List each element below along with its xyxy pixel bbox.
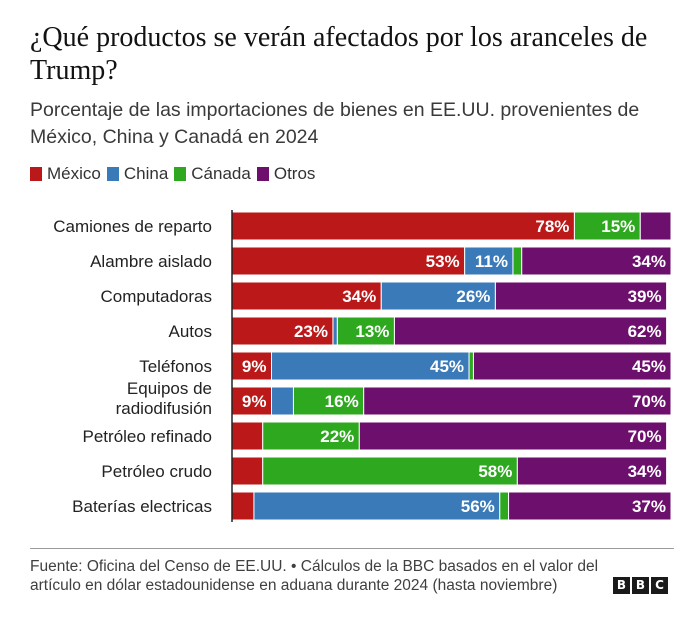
bar-segment-cnada — [468, 351, 474, 381]
footer-divider — [30, 548, 674, 549]
category-label: Baterías electricas — [72, 497, 212, 516]
stacked-bar-chart: Camiones de reparto 78% 15% Alambre aislado… — [53, 210, 672, 522]
data-label: 45% — [632, 357, 666, 376]
bbc-logo-letter: B — [613, 577, 630, 594]
category-label: Equipos de radiodifusión — [116, 379, 212, 418]
data-label: 62% — [628, 322, 662, 341]
data-label: 22% — [320, 427, 354, 446]
chart-subtitle: Porcentaje de las importaciones de biene… — [30, 99, 640, 148]
legend-item-china: China — [106, 164, 169, 184]
bar-segment-china — [271, 386, 294, 416]
bar-segment-cnada — [262, 456, 518, 486]
data-label: 45% — [430, 357, 464, 376]
legend-swatch-mexico — [30, 167, 42, 181]
bar-segment-china — [253, 491, 501, 521]
data-label: 34% — [628, 462, 662, 481]
bar-segment-otros — [393, 316, 668, 346]
category-label: Alambre aislado — [90, 252, 212, 271]
data-label: 56% — [461, 497, 495, 516]
data-label: 70% — [628, 427, 662, 446]
bar-segment-mxico — [231, 281, 382, 311]
bar-segment-otros — [363, 386, 672, 416]
bbc-logo: B B C — [613, 577, 670, 594]
bbc-logo-letter: C — [651, 577, 668, 594]
legend: México China Cánada Otros — [30, 163, 321, 185]
data-label: 70% — [632, 392, 666, 411]
data-label: 13% — [355, 322, 389, 341]
data-label: 39% — [628, 287, 662, 306]
bar-segment-mxico — [231, 211, 575, 241]
data-label: 34% — [342, 287, 376, 306]
bar-segment-otros — [516, 456, 668, 486]
data-label: 37% — [632, 497, 666, 516]
legend-swatch-otros — [256, 167, 269, 181]
bar-segment-china — [332, 316, 338, 346]
data-label: 58% — [478, 462, 512, 481]
legend-label-mexico: México — [47, 164, 101, 183]
bar-segment-cnada — [292, 386, 365, 416]
data-label: 9% — [242, 357, 267, 376]
source-note: Fuente: Oficina del Censo de EE.UU. • Cá… — [30, 558, 599, 594]
bar-segment-cnada — [573, 211, 641, 241]
bar-segment-otros — [472, 351, 672, 381]
legend-item-mexico: México — [30, 164, 101, 184]
data-label: 16% — [325, 392, 359, 411]
data-label: 11% — [475, 252, 508, 271]
data-label: 9% — [242, 392, 267, 411]
legend-swatch-china — [106, 167, 119, 181]
category-label: Autos — [169, 322, 212, 341]
legend-label-otros: Otros — [273, 164, 316, 183]
data-label: 23% — [294, 322, 328, 341]
legend-swatch-canada — [174, 167, 187, 181]
bar-segment-mxico — [231, 246, 466, 276]
category-label: Computadoras — [100, 287, 212, 306]
bar-segment-cnada — [512, 246, 523, 276]
bar-segment-mxico — [231, 456, 264, 486]
bar-segment-mxico — [231, 491, 255, 521]
category-label: Petróleo refinado — [83, 427, 212, 446]
bar-segment-cnada — [499, 491, 510, 521]
data-label: 53% — [426, 252, 460, 271]
bar-segment-mxico — [231, 421, 264, 451]
category-label: Petróleo crudo — [101, 462, 212, 481]
data-label: 15% — [601, 217, 635, 236]
bar-segment-otros — [494, 281, 668, 311]
legend-item-otros: Otros — [256, 164, 316, 184]
bar-segment-mxico — [231, 386, 273, 416]
bar-segment-otros — [521, 246, 672, 276]
chart-title: ¿Qué productos se verán afectados por lo… — [30, 22, 648, 86]
data-label: 34% — [632, 252, 666, 271]
bar-segment-china — [380, 281, 496, 311]
bar-segment-china — [464, 246, 514, 276]
bar-segment-otros — [508, 491, 672, 521]
bar-segment-otros — [358, 421, 668, 451]
category-label: Teléfonos — [139, 357, 212, 376]
bbc-logo-letter: B — [632, 577, 649, 594]
legend-label-china: China — [123, 164, 169, 183]
bar-segment-cnada — [336, 316, 395, 346]
legend-label-canada: Cánada — [191, 164, 251, 183]
bar-segment-otros — [639, 211, 672, 241]
category-label: Camiones de reparto — [53, 217, 212, 236]
data-label: 26% — [456, 287, 490, 306]
data-label: 78% — [535, 217, 569, 236]
legend-item-canada: Cánada — [174, 164, 251, 184]
